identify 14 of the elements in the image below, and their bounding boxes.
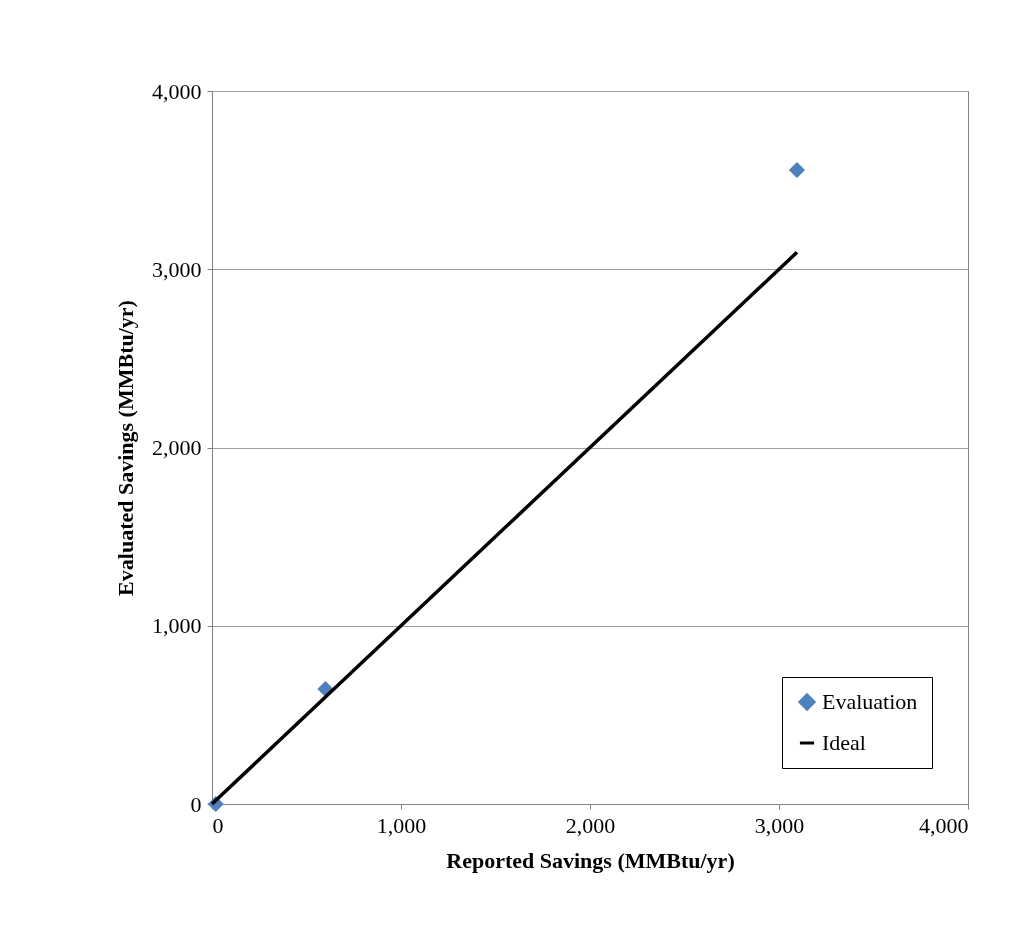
x-tick-label: 3,000 bbox=[754, 812, 805, 838]
y-tick-label: 4,000 bbox=[152, 78, 202, 104]
y-tick-label: 1,000 bbox=[152, 613, 202, 639]
y-tick-label: 0 bbox=[190, 791, 202, 817]
x-tick-label: 4,000 bbox=[919, 812, 969, 838]
y-tick-label: 2,000 bbox=[152, 435, 202, 460]
y-axis-title: Evaluated Savings (MMBtu/yr) bbox=[113, 300, 138, 596]
x-tick-label: 1,000 bbox=[376, 812, 427, 838]
x-tick-label: 0 bbox=[212, 812, 224, 838]
y-tick-label: 3,000 bbox=[152, 256, 202, 282]
legend-label: Ideal bbox=[822, 730, 866, 755]
x-axis-title: Reported Savings (MMBtu/yr) bbox=[446, 847, 735, 873]
x-tick-label: 2,000 bbox=[565, 812, 616, 838]
legend-label: Evaluation bbox=[822, 689, 918, 714]
